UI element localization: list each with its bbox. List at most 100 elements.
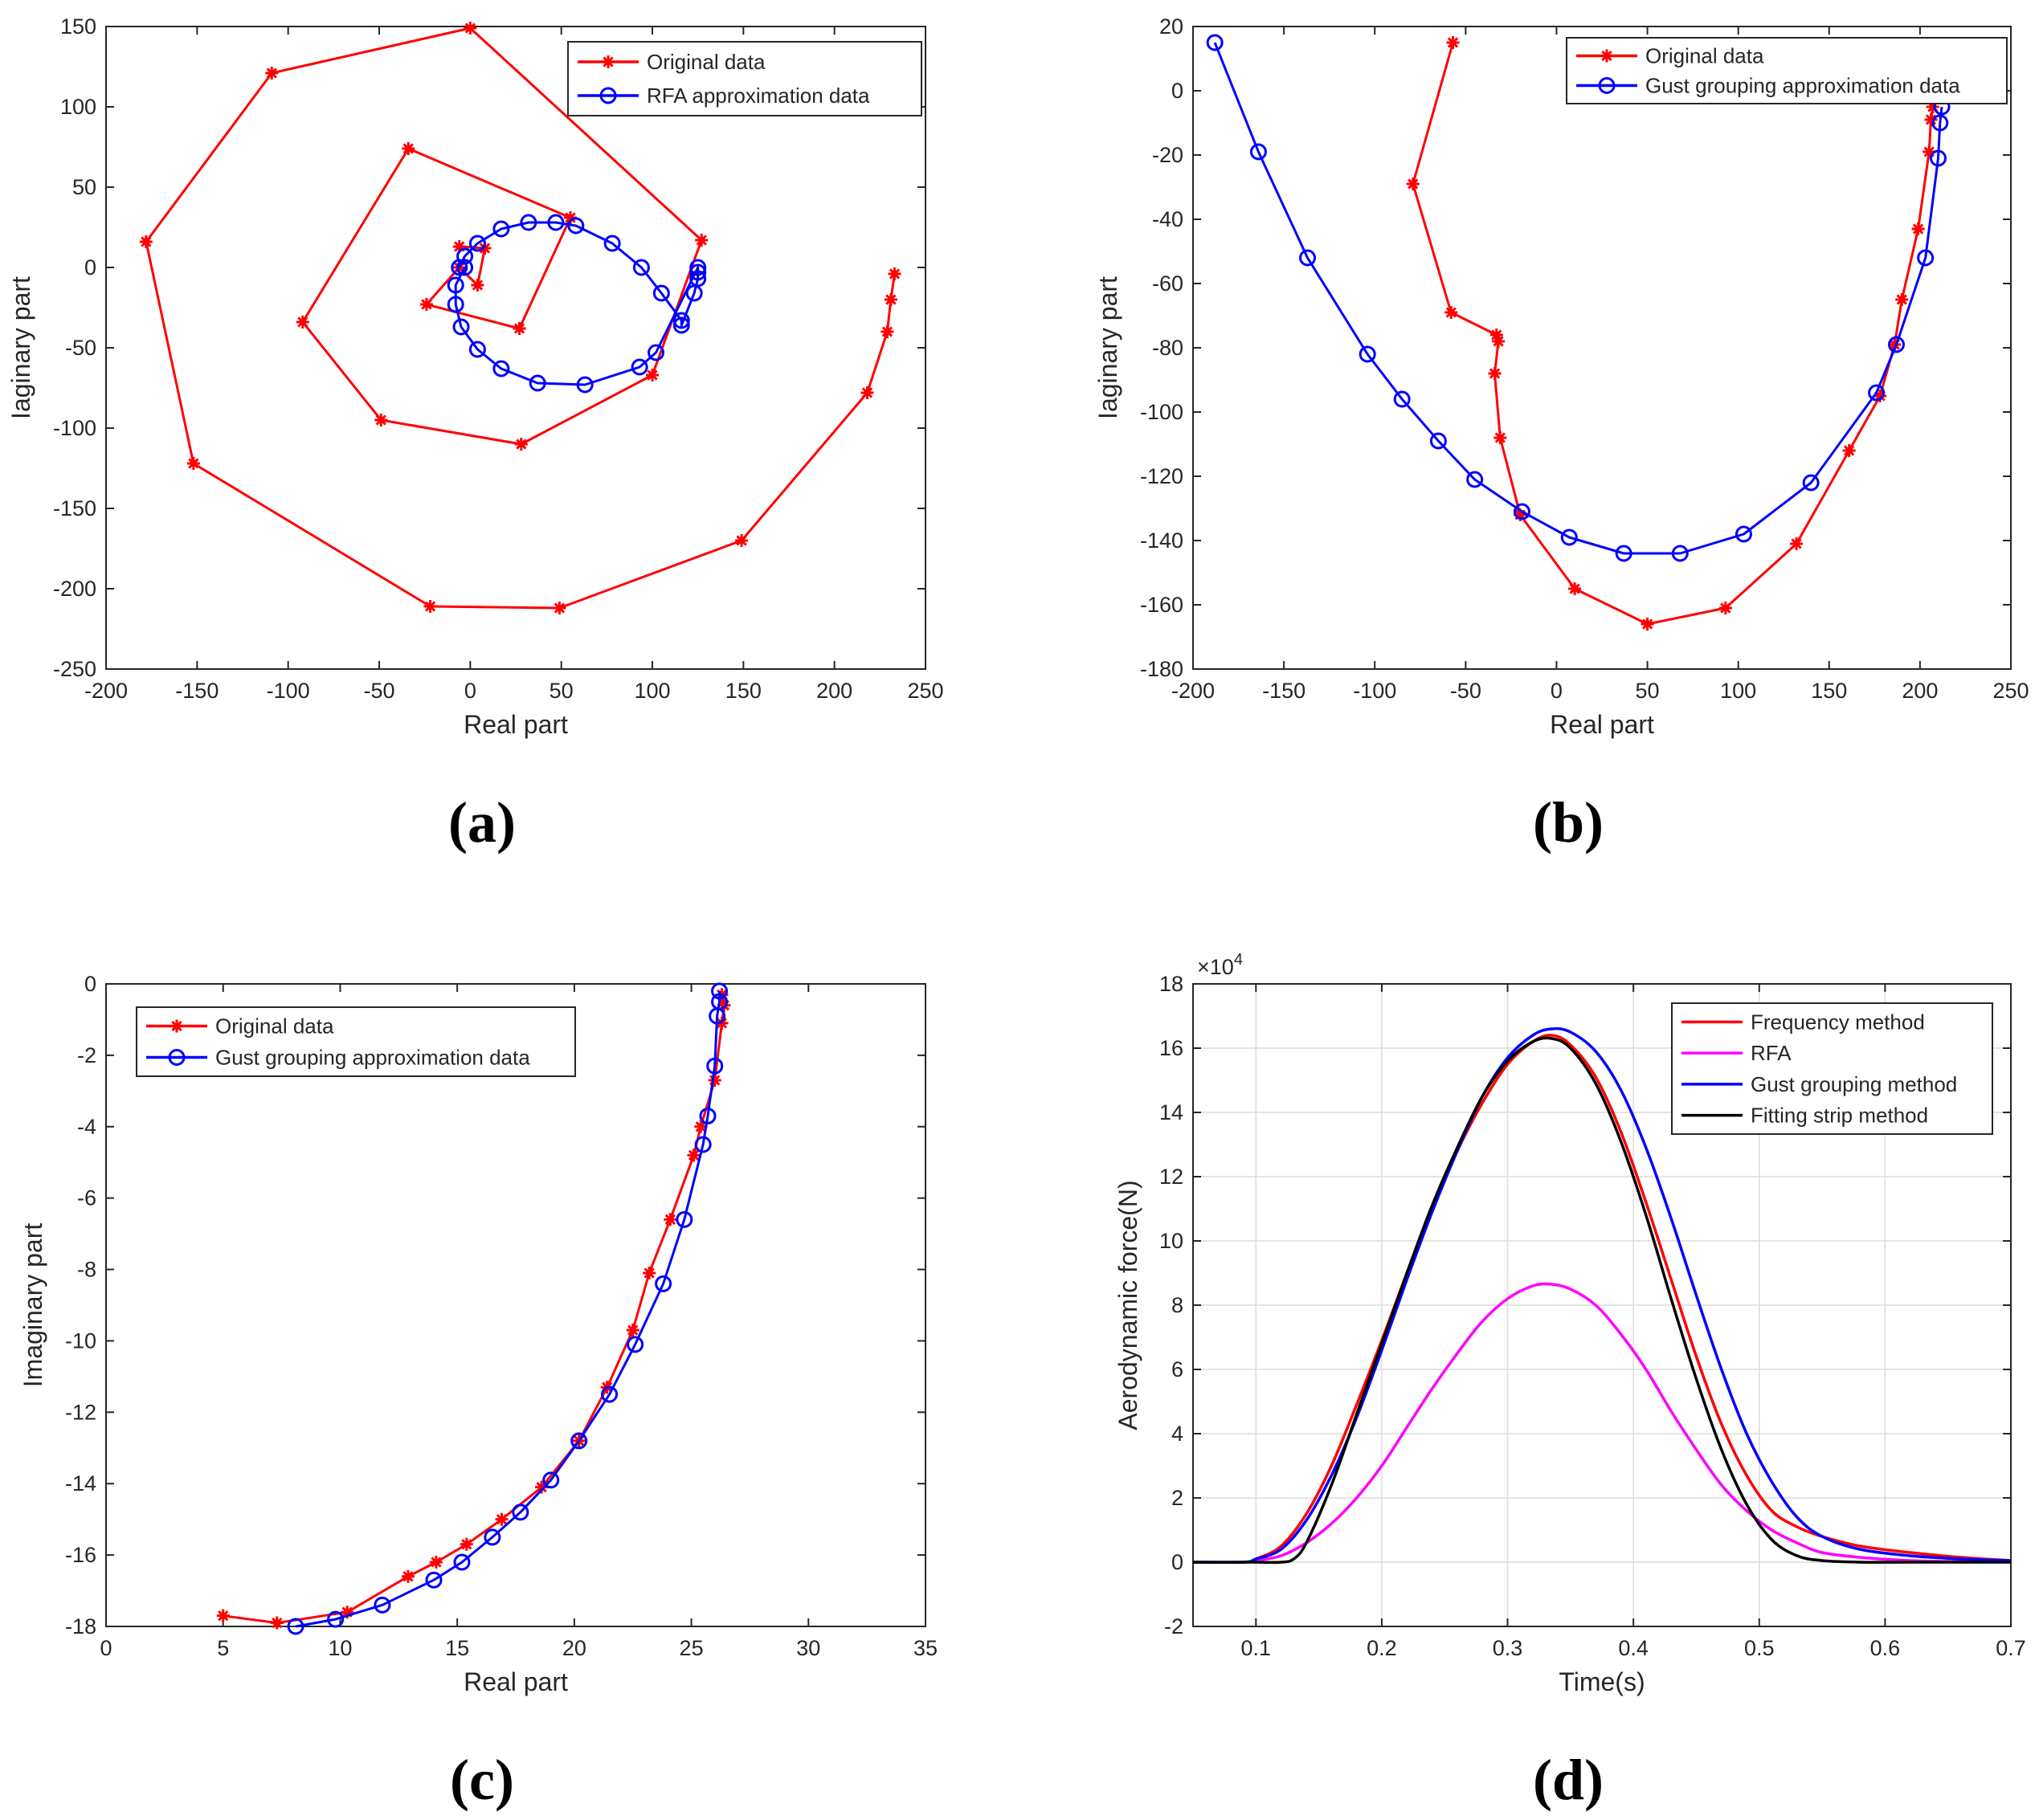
panel-label-d: (d)	[1533, 1748, 1604, 1812]
y-tick-label: -160	[1140, 593, 1183, 617]
data-point	[447, 296, 464, 313]
series-fitting-strip-method	[1193, 1036, 2011, 1565]
data-point	[694, 1120, 708, 1133]
data-point	[484, 1528, 501, 1546]
x-tick-label: 0.7	[1996, 1636, 2026, 1660]
y-tick-label: -14	[65, 1471, 96, 1496]
plot-area-border	[1192, 26, 2012, 670]
legend-label: Gust grouping approximation data	[1645, 74, 1960, 98]
data-point	[287, 1618, 304, 1635]
data-point	[706, 1057, 724, 1075]
data-point	[529, 374, 546, 392]
data-point	[672, 316, 690, 334]
data-point	[570, 1432, 588, 1450]
data-point	[327, 1610, 345, 1628]
y-tick-label: 8	[1171, 1293, 1183, 1317]
y-tick-label: 14	[1159, 1100, 1183, 1124]
y-tick-label: -200	[53, 577, 96, 601]
data-point	[1790, 537, 1804, 550]
data-point	[419, 298, 433, 311]
data-point	[186, 457, 200, 470]
data-point	[471, 279, 484, 292]
y-axis-label: Iaginary part	[6, 276, 35, 419]
data-point	[1802, 474, 1820, 492]
legend-swatch-marker	[168, 1049, 186, 1066]
data-point	[652, 284, 670, 302]
data-point	[1911, 222, 1925, 235]
legend-label: Original data	[215, 1014, 334, 1039]
series-line	[295, 990, 721, 1628]
legend-box	[1671, 1002, 1993, 1135]
data-point	[1299, 249, 1317, 267]
series-line	[223, 994, 725, 1625]
data-point	[689, 263, 707, 281]
data-point	[492, 220, 510, 238]
data-point	[564, 211, 577, 224]
data-point	[452, 240, 466, 253]
data-point	[1887, 336, 1905, 353]
data-point	[711, 982, 729, 1000]
data-point	[884, 293, 897, 306]
data-point	[1926, 100, 1939, 113]
data-point	[514, 438, 528, 451]
y-tick-label: 0	[84, 255, 96, 280]
data-point	[1393, 390, 1411, 408]
y-tick-label: 4	[1171, 1422, 1183, 1446]
data-point	[627, 1336, 644, 1353]
series-frequency-method	[1192, 1034, 2012, 1565]
y-tick-label: 0	[1171, 1550, 1183, 1574]
legend-box	[567, 41, 922, 116]
legend-label: Gust grouping approximation data	[215, 1046, 530, 1070]
series-line	[1192, 1034, 2012, 1565]
data-point	[139, 235, 153, 248]
data-point	[374, 1596, 391, 1614]
data-point	[1489, 328, 1503, 341]
data-point	[296, 316, 309, 328]
series-line	[454, 221, 700, 386]
series-original-data	[216, 988, 731, 1630]
data-point	[425, 1571, 443, 1589]
data-point	[495, 1512, 509, 1526]
y-tick-label: -6	[77, 1186, 96, 1210]
data-point	[735, 534, 749, 547]
data-point	[520, 214, 537, 231]
data-point	[1514, 508, 1527, 521]
legend-label: RFA approximation data	[647, 84, 870, 108]
plot-area-border	[105, 26, 926, 670]
legend: Original data Gust grouping approximation…	[136, 1006, 576, 1077]
y-tick-label: -20	[1152, 143, 1183, 167]
data-point	[535, 1480, 549, 1494]
data-point	[603, 235, 621, 252]
data-point	[631, 358, 648, 376]
series-gust-grouping-approximation-data	[287, 982, 729, 1635]
data-point	[715, 1016, 729, 1030]
data-point	[341, 1606, 354, 1619]
series-line	[1192, 1282, 2012, 1564]
x-tick-label: 0	[1551, 679, 1563, 703]
data-point	[423, 600, 437, 613]
data-point	[1444, 306, 1458, 319]
data-point	[1249, 143, 1267, 161]
x-tick-label: 20	[562, 1636, 586, 1660]
x-tick-label: 0.6	[1870, 1636, 1901, 1660]
panel-a: -200 -150 -100 -50 0 50 100 150 200 250-250-200-1…	[6, 14, 944, 739]
data-point	[711, 993, 729, 1010]
data-point	[1931, 114, 1949, 132]
y-tick-label: -2	[1164, 1614, 1183, 1638]
series-line	[1193, 1036, 2011, 1565]
y-tick-label: 100	[60, 95, 96, 119]
y-tick-label: 10	[1159, 1229, 1183, 1253]
y-tick-label: 0	[1171, 79, 1183, 103]
x-tick-label: 0.1	[1241, 1636, 1272, 1660]
x-tick-label: -50	[1450, 679, 1481, 703]
legend: Original data RFA approximation data	[567, 41, 922, 116]
data-point	[717, 998, 731, 1012]
data-point	[1671, 545, 1689, 562]
x-tick-label: 10	[328, 1636, 352, 1660]
data-point	[648, 344, 665, 361]
x-tick-label: 100	[634, 679, 670, 703]
data-point	[1493, 431, 1507, 444]
y-exponent-label: ×104	[1197, 951, 1243, 979]
x-tick-label: 30	[796, 1636, 820, 1660]
x-axis-label: Real part	[464, 710, 568, 739]
